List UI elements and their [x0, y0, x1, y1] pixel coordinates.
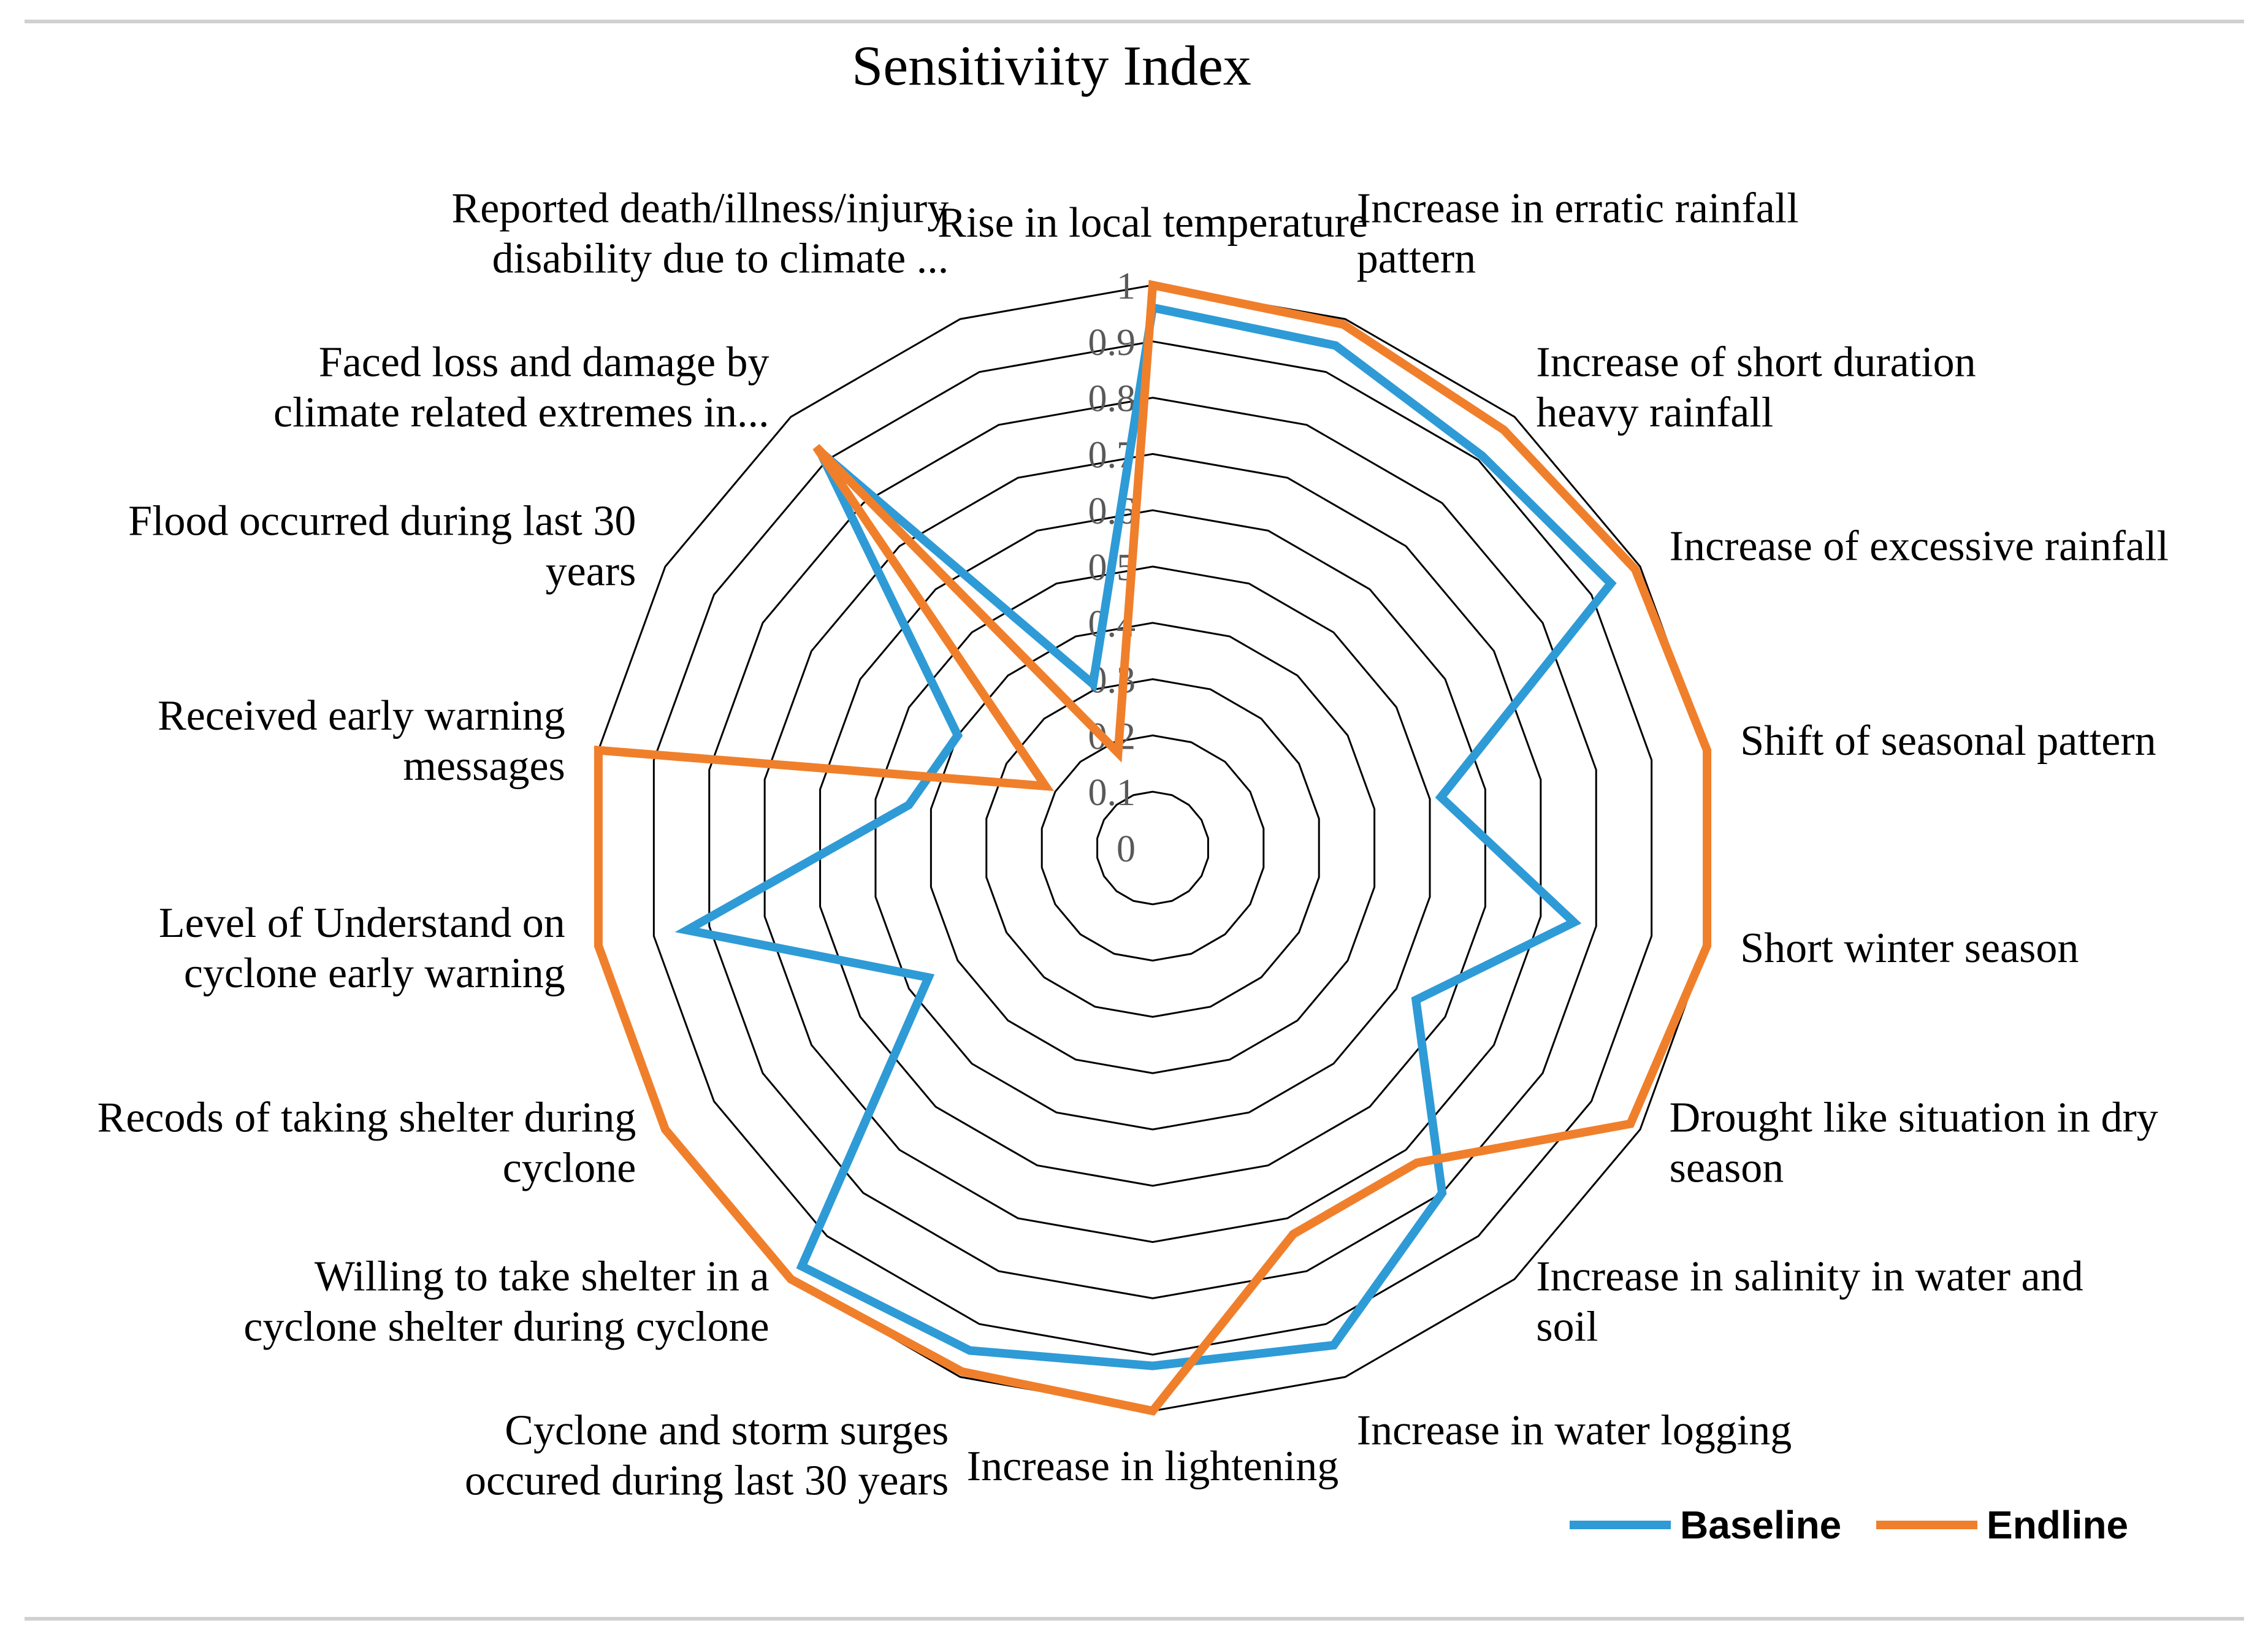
- legend-label-baseline: Baseline: [1680, 1503, 1841, 1547]
- tick-label: 0.6: [1088, 491, 1136, 532]
- axis-label: Short winter season: [1740, 925, 2079, 972]
- legend: Baseline Endline: [1570, 1503, 2128, 1547]
- series-layer: [594, 280, 1712, 1416]
- tick-label: 1: [1117, 266, 1136, 307]
- grid-ring: [930, 622, 1376, 1074]
- axis-label: Level of Understand on cyclone early warn…: [159, 900, 565, 997]
- grid-ring: [819, 509, 1486, 1187]
- series-baseline: [674, 302, 1617, 1370]
- axis-label: Drought like situation in dry season: [1670, 1095, 2158, 1192]
- axis-label: Increase in lightening: [967, 1443, 1338, 1490]
- legend-label-endline: Endline: [1987, 1503, 2128, 1547]
- chart-title: Sensitiviity Index: [852, 34, 1251, 97]
- grid-ring: [708, 397, 1597, 1299]
- axis-label: Increase in erratic rainfall pattern: [1357, 185, 1799, 283]
- grid-ring: [1096, 790, 1209, 906]
- grid-ring: [985, 678, 1320, 1018]
- tick-label: 0.1: [1088, 772, 1136, 814]
- axis-label: Increase in water logging: [1357, 1407, 1792, 1454]
- axis-label: Increase of short duration heavy rainfall: [1536, 339, 1976, 437]
- axis-label: Increase of excessive rainfall: [1670, 523, 2169, 570]
- axis-label: Received early warning messages: [158, 692, 565, 790]
- grid-ring: [763, 453, 1542, 1244]
- tick-label: 0: [1117, 828, 1136, 870]
- series-endline: [594, 280, 1712, 1416]
- grid-ring: [652, 340, 1653, 1356]
- axis-label: Cyclone and storm surges occured during l…: [465, 1407, 949, 1504]
- radar-grid: [597, 284, 1708, 1412]
- axis-label: Reported death/illness/injury disability …: [452, 185, 949, 283]
- axis-label: Recods of taking shelter during cyclone: [97, 1095, 636, 1192]
- tick-label: 0.8: [1088, 378, 1136, 420]
- axis-label: Flood occurred during last 30 years: [128, 498, 636, 595]
- grid-ring: [1040, 734, 1265, 962]
- tick-label: 0.9: [1088, 322, 1136, 364]
- axis-label: Willing to take shelter in a cyclone shel…: [243, 1253, 769, 1350]
- axis-label: Increase in salinity in water and soil: [1536, 1253, 2083, 1350]
- grid-ring: [874, 565, 1431, 1131]
- axis-label: Rise in local temperature: [937, 199, 1368, 246]
- axis-label: Shift of seasonal pattern: [1740, 717, 2156, 765]
- axis-label: Faced loss and damage by climate related …: [273, 339, 769, 437]
